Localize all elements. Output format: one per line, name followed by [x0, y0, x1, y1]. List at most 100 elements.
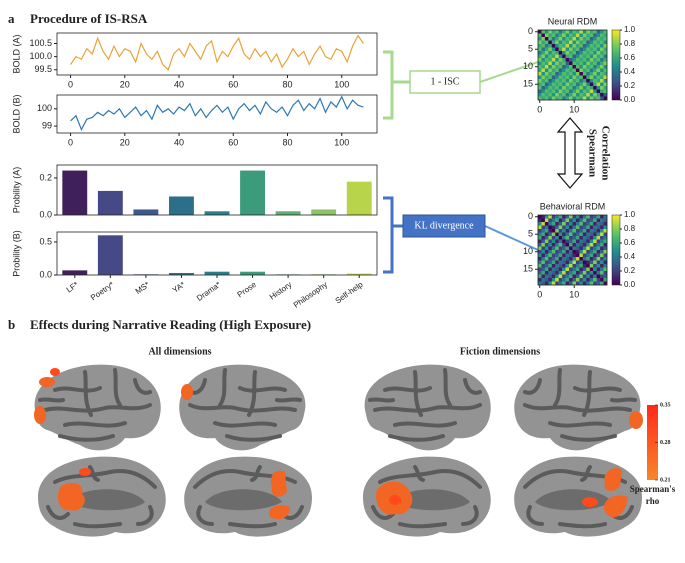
heatmap-cell: [562, 37, 566, 41]
heatmap-cell: [586, 218, 590, 223]
heatmap-cell: [572, 281, 577, 286]
heatmap-cell: [538, 225, 542, 230]
heatmap-cell: [562, 246, 566, 251]
heatmap-cell: [579, 58, 584, 62]
heatmap-cell: [555, 30, 559, 34]
heatmap-cell: [538, 278, 542, 282]
heatmap-cell: [562, 253, 566, 258]
heatmap-cell: [562, 72, 566, 76]
heatmap-cell: [569, 239, 573, 244]
heatmap-cell: [538, 54, 542, 59]
heatmap-cell: [575, 236, 580, 240]
heatmap-cell: [575, 82, 580, 87]
heatmap-cell: [544, 82, 549, 87]
heatmap-cell: [589, 93, 594, 97]
heatmap-cell: [538, 79, 542, 83]
heatmap-cell: [589, 278, 594, 282]
colorbar-label: rho: [646, 496, 660, 506]
heatmap-cell: [589, 260, 594, 265]
heatmap-cell: [565, 236, 570, 240]
heatmap-cell: [596, 257, 601, 261]
heatmap-cell: [589, 75, 594, 80]
heatmap-cell: [600, 257, 604, 261]
heatmap-cell: [582, 250, 587, 254]
heatmap-cell: [579, 260, 584, 265]
heatmap-cell: [603, 267, 608, 272]
heatmap-cell: [538, 243, 542, 247]
heatmap-cell: [565, 82, 570, 87]
heatmap-cell: [586, 44, 590, 48]
heatmap-cell: [544, 239, 549, 244]
heatmap-cell: [555, 267, 559, 272]
heatmap-cell: [600, 236, 604, 240]
heatmap-cell: [541, 37, 546, 41]
heatmap-cell: [544, 79, 549, 83]
heatmap-cell: [582, 65, 587, 69]
heatmap-cell: [579, 232, 584, 237]
heatmap-cell: [575, 281, 580, 286]
heatmap-cell: [572, 61, 577, 66]
heatmap-cell: [555, 40, 559, 45]
heatmap-cell: [572, 215, 577, 219]
heatmap-cell: [582, 232, 587, 237]
heatmap-cell: [565, 267, 570, 272]
heatmap-cell: [555, 68, 559, 73]
heatmap-cell: [562, 281, 566, 286]
heatmap-cell: [544, 250, 549, 254]
x-tick-label: YA*: [171, 280, 187, 295]
heatmap-cell: [544, 65, 549, 69]
heatmap-cell: [575, 232, 580, 237]
heatmap-cell: [582, 278, 587, 282]
heatmap-cell: [586, 96, 590, 101]
heatmap-cell: [586, 40, 590, 45]
heatmap-cell: [562, 79, 566, 83]
heatmap-cell: [551, 68, 556, 73]
heatmap-cell: [569, 246, 573, 251]
heatmap-cell: [544, 40, 549, 45]
heatmap-cell: [551, 72, 556, 76]
axes-frame: [56, 32, 378, 76]
heatmap-cell: [555, 96, 559, 101]
heatmap-cell: [541, 239, 546, 244]
heatmap-cell: [558, 243, 563, 247]
heatmap-cell: [562, 61, 566, 66]
heatmap-cell: [572, 246, 577, 251]
heatmap-cell: [575, 54, 580, 59]
heatmap-cell: [575, 218, 580, 223]
x-tick-label: 60: [228, 79, 238, 89]
bar: [169, 196, 194, 215]
y-tick-label: 10: [523, 246, 533, 256]
heatmap-cell: [551, 232, 556, 237]
heatmap-cell: [586, 281, 590, 286]
heatmap-cell: [569, 222, 573, 226]
heatmap-cell: [603, 274, 608, 279]
heatmap-cell: [558, 253, 563, 258]
heatmap-cell: [544, 33, 549, 38]
condition-label: All dimensions: [148, 346, 211, 357]
heatmap-cell: [551, 278, 556, 282]
heatmap-cell: [575, 75, 580, 80]
heatmap-cell: [589, 33, 594, 38]
heatmap-cell: [586, 260, 590, 265]
heatmap-cell: [589, 89, 594, 94]
heatmap-cell: [586, 257, 590, 261]
heatmap-cell: [593, 30, 597, 34]
heatmap-cell: [603, 236, 608, 240]
heatmap-cell: [555, 47, 559, 52]
heatmap-cell: [589, 65, 594, 69]
heatmap-cell: [569, 51, 573, 55]
heatmap-cell: [603, 215, 608, 219]
heatmap-cell: [575, 89, 580, 94]
heatmap-cell: [575, 30, 580, 34]
heatmap-cell: [541, 72, 546, 76]
heatmap-cell: [538, 72, 542, 76]
heatmap-cell: [551, 274, 556, 279]
heatmap-cell: [569, 278, 573, 282]
heatmap-cell: [565, 65, 570, 69]
heatmap-cell: [555, 33, 559, 38]
heatmap-cell: [575, 86, 580, 90]
heatmap-cell: [579, 79, 584, 83]
heatmap-cell: [544, 271, 549, 275]
bar: [62, 270, 88, 275]
